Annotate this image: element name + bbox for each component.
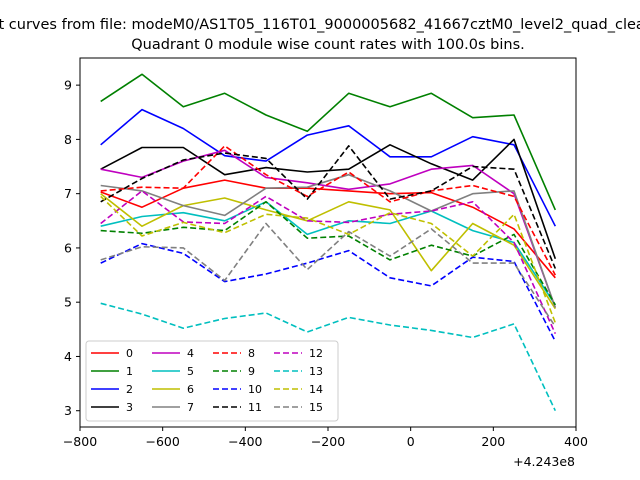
legend-label-1: 1	[126, 365, 133, 378]
x-tick-label: −800	[63, 434, 97, 449]
legend-label-11: 11	[248, 401, 262, 414]
legend-label-15: 15	[309, 401, 323, 414]
legend-label-5: 5	[187, 365, 194, 378]
x-offset-label: +4.243e8	[513, 454, 575, 469]
series-line-7	[100, 173, 557, 308]
legend-label-10: 10	[248, 383, 262, 396]
y-tick-label: 9	[64, 78, 72, 93]
x-tick-label: −400	[228, 434, 262, 449]
series-line-14	[100, 195, 557, 324]
figure-suptitle: Light curves from file: modeM0/AS1T05_11…	[0, 17, 640, 33]
series-line-1	[100, 73, 557, 211]
legend-label-7: 7	[187, 401, 194, 414]
series-line-3	[100, 138, 557, 260]
legend-label-9: 9	[248, 365, 255, 378]
legend-label-3: 3	[126, 401, 133, 414]
legend-label-0: 0	[126, 347, 133, 360]
legend-label-12: 12	[309, 347, 323, 360]
series-line-8	[100, 145, 557, 276]
series-line-5	[100, 201, 556, 306]
legend-label-8: 8	[248, 347, 255, 360]
x-tick-label: 400	[564, 434, 588, 449]
series-line-6	[100, 193, 556, 310]
chart-title: Quadrant 0 module wise count rates with …	[131, 37, 525, 53]
x-tick-label: −600	[145, 434, 179, 449]
legend-label-4: 4	[187, 347, 194, 360]
series-line-10	[100, 242, 557, 342]
legend-label-13: 13	[309, 365, 323, 378]
legend-label-2: 2	[126, 383, 133, 396]
x-tick-label: −200	[311, 434, 345, 449]
axes: −800 −600 −400 −200 0 200 400 3 4 5 6 7 8 9	[63, 57, 588, 449]
series-line-9	[100, 201, 556, 306]
legend-label-14: 14	[309, 383, 323, 396]
x-tick-label: 0	[407, 434, 415, 449]
legend-box	[85, 340, 339, 422]
y-tick-label: 8	[64, 132, 72, 147]
legend-label-6: 6	[187, 383, 194, 396]
y-tick-label: 5	[64, 295, 72, 310]
y-tick-label: 7	[64, 186, 72, 201]
series-line-15	[100, 222, 556, 328]
y-tick-label: 3	[64, 403, 72, 418]
series-line-11	[100, 145, 557, 269]
y-tick-label: 4	[64, 349, 72, 364]
series-line-0	[100, 179, 556, 279]
series-line-2	[100, 108, 557, 227]
series-line-12	[100, 190, 557, 335]
plot-area	[100, 73, 557, 412]
y-tick-label: 6	[64, 240, 72, 255]
x-tick-label: 200	[481, 434, 505, 449]
series-line-13	[100, 302, 557, 412]
